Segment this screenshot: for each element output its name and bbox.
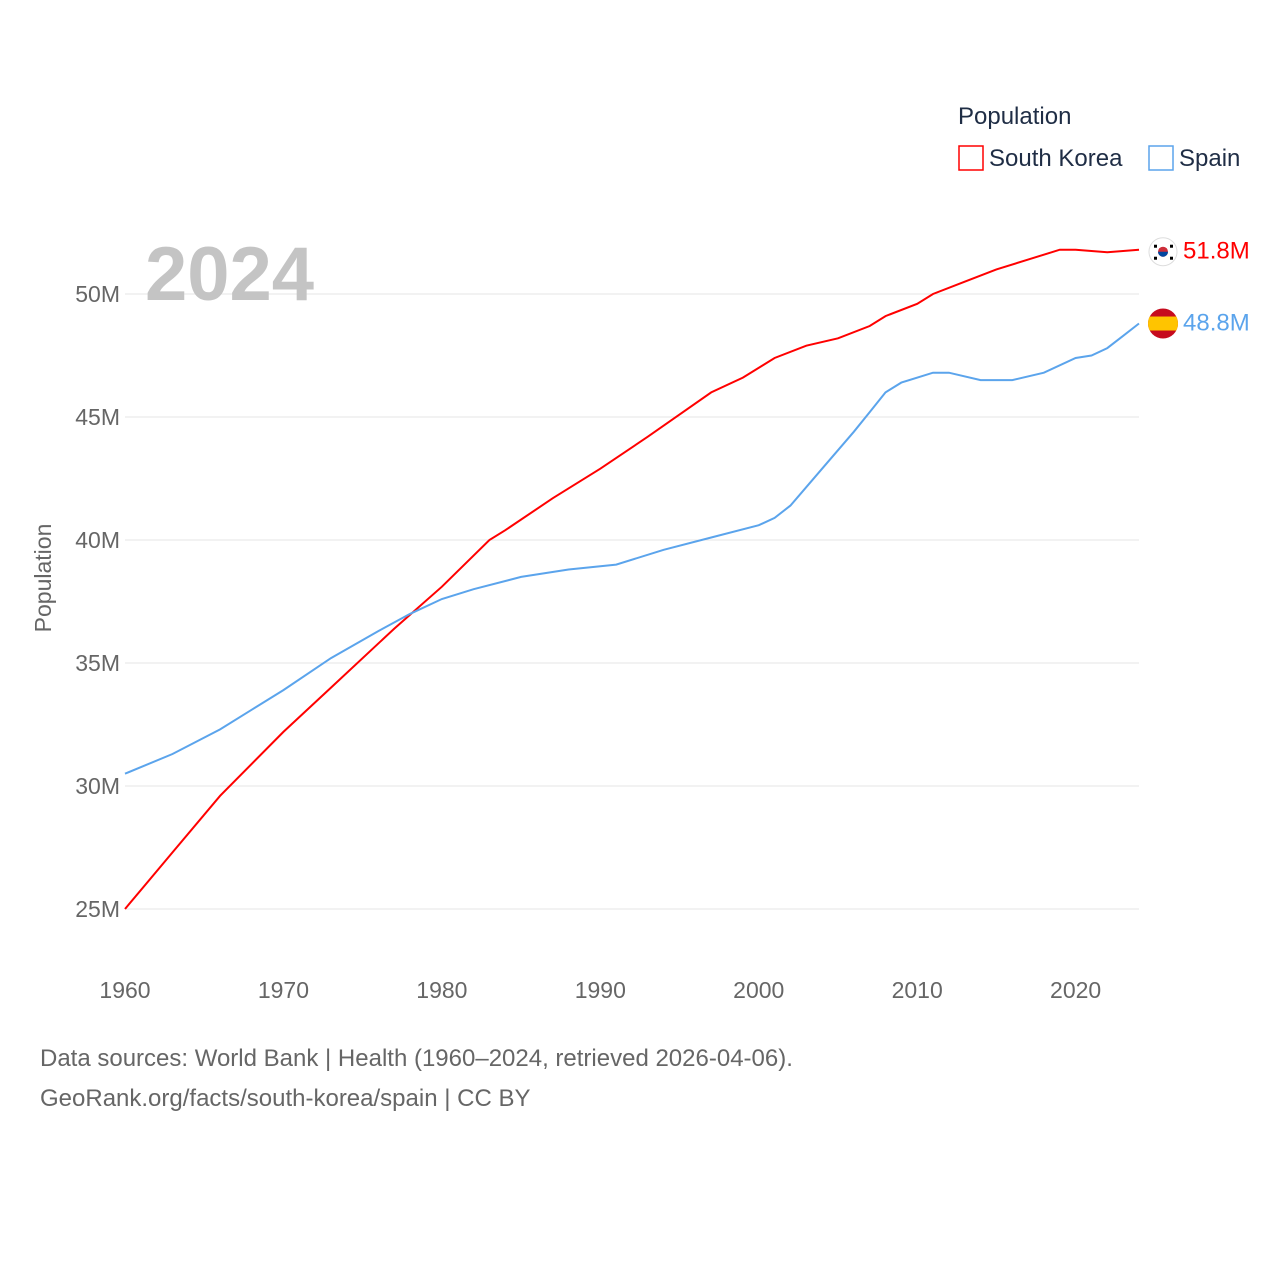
x-tick-label: 1990 (575, 977, 626, 1003)
footer-sources: Data sources: World Bank | Health (1960–… (40, 1045, 793, 1072)
end-value-label: 51.8M (1183, 238, 1250, 265)
y-tick-label: 30M (75, 773, 120, 799)
y-tick-label: 35M (75, 650, 120, 676)
legend: Population South Korea Spain (958, 103, 1240, 172)
y-axis-label: Population (30, 524, 56, 633)
south-korea-flag-icon (1148, 237, 1178, 267)
y-tick-label: 25M (75, 896, 120, 922)
series-line-south-korea[interactable] (124, 248, 1140, 910)
x-tick-label: 1960 (99, 977, 150, 1003)
legend-label-spain[interactable]: Spain (1179, 145, 1240, 172)
legend-swatch-south-korea[interactable] (958, 145, 984, 171)
legend-swatch-spain[interactable] (1148, 145, 1174, 171)
x-tick-label: 1980 (416, 977, 467, 1003)
year-label: 2024 (145, 232, 314, 317)
x-tick-label: 1970 (258, 977, 309, 1003)
y-tick-label: 50M (75, 281, 120, 307)
legend-title: Population (958, 103, 1071, 130)
x-tick-label: 2020 (1050, 977, 1101, 1003)
series-line-spain[interactable] (124, 322, 1140, 775)
y-tick-label: 45M (75, 404, 120, 430)
footer-link[interactable]: GeoRank.org/facts/south-korea/spain | CC… (40, 1085, 531, 1112)
legend-label-south-korea[interactable]: South Korea (989, 145, 1123, 172)
y-tick-label: 40M (75, 527, 120, 553)
end-value-label: 48.8M (1183, 310, 1250, 337)
spain-flag-icon (1148, 308, 1178, 339)
x-tick-label: 2000 (733, 977, 784, 1003)
x-tick-label: 2010 (892, 977, 943, 1003)
